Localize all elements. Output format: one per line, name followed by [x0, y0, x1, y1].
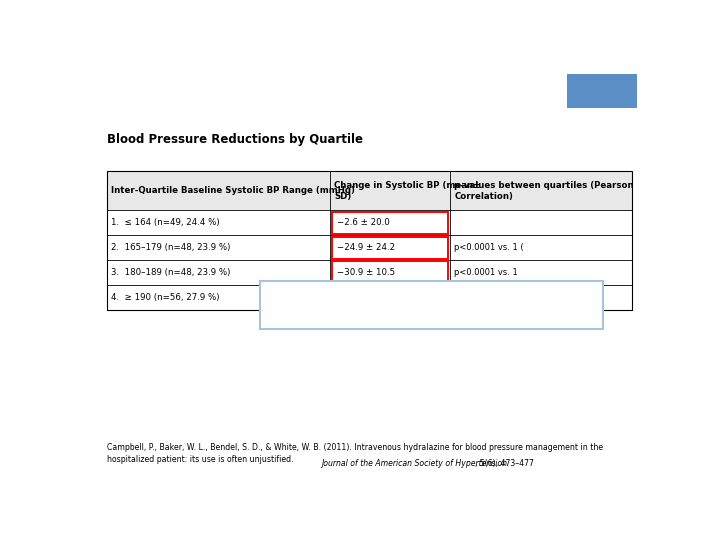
Text: , 5(6), 473–477: , 5(6), 473–477 [475, 459, 534, 468]
Text: Change in Systolic BP (mean±
SD): Change in Systolic BP (mean± SD) [334, 180, 481, 201]
Text: −24.9 ± 24.2: −24.9 ± 24.2 [337, 243, 395, 252]
Text: p<0.0001 vs. 1
p=0.03 vs. 2: p<0.0001 vs. 1 p=0.03 vs. 2 [454, 288, 518, 307]
Text: p<0.0001 vs. 1: p<0.0001 vs. 1 [454, 268, 518, 277]
Text: Drop in BP is larger with high baseline BP,: Drop in BP is larger with high baseline … [270, 289, 551, 302]
Bar [332, 286, 449, 309]
Text: But: But [270, 308, 297, 321]
Text: 1.  ≤ 164 (n=49, 24.4 %): 1. ≤ 164 (n=49, 24.4 %) [111, 218, 220, 227]
Text: Campbell, P., Baker, W. L., Bendel, S. D., & White, W. B. (2011). Intravenous hy: Campbell, P., Baker, W. L., Bendel, S. D… [107, 443, 603, 464]
Text: Blood Pressure Reductions by Quartile: Blood Pressure Reductions by Quartile [107, 133, 363, 146]
Text: 3.  180–189 (n=48, 23.9 %): 3. 180–189 (n=48, 23.9 %) [111, 268, 230, 277]
Text: very unpredictable: very unpredictable [288, 308, 430, 321]
Text: −30.9 ± 10.5: −30.9 ± 10.5 [337, 268, 395, 277]
Bar [332, 212, 449, 234]
Text: −35.4 ± 24.9: −35.4 ± 24.9 [337, 293, 395, 302]
Bar [107, 171, 632, 310]
Bar [332, 261, 449, 284]
Bar [332, 237, 449, 259]
Bar [567, 75, 636, 109]
Text: −2.6 ± 20.0: −2.6 ± 20.0 [337, 218, 390, 227]
Text: Journal of the American Society of Hypertension: Journal of the American Society of Hyper… [321, 459, 507, 468]
Text: p-values between quartiles (Pearson
Correlation): p-values between quartiles (Pearson Corr… [454, 180, 634, 201]
Text: 4.  ≥ 190 (n=56, 27.9 %): 4. ≥ 190 (n=56, 27.9 %) [111, 293, 220, 302]
Text: Inter-Quartile Baseline Systolic BP Range (mmHg): Inter-Quartile Baseline Systolic BP Rang… [111, 186, 355, 195]
Text: p<0.0001 vs. 1 (: p<0.0001 vs. 1 ( [454, 243, 524, 252]
Bar [260, 281, 603, 329]
Bar [107, 171, 632, 210]
Text: 2.  165–179 (n=48, 23.9 %): 2. 165–179 (n=48, 23.9 %) [111, 243, 230, 252]
